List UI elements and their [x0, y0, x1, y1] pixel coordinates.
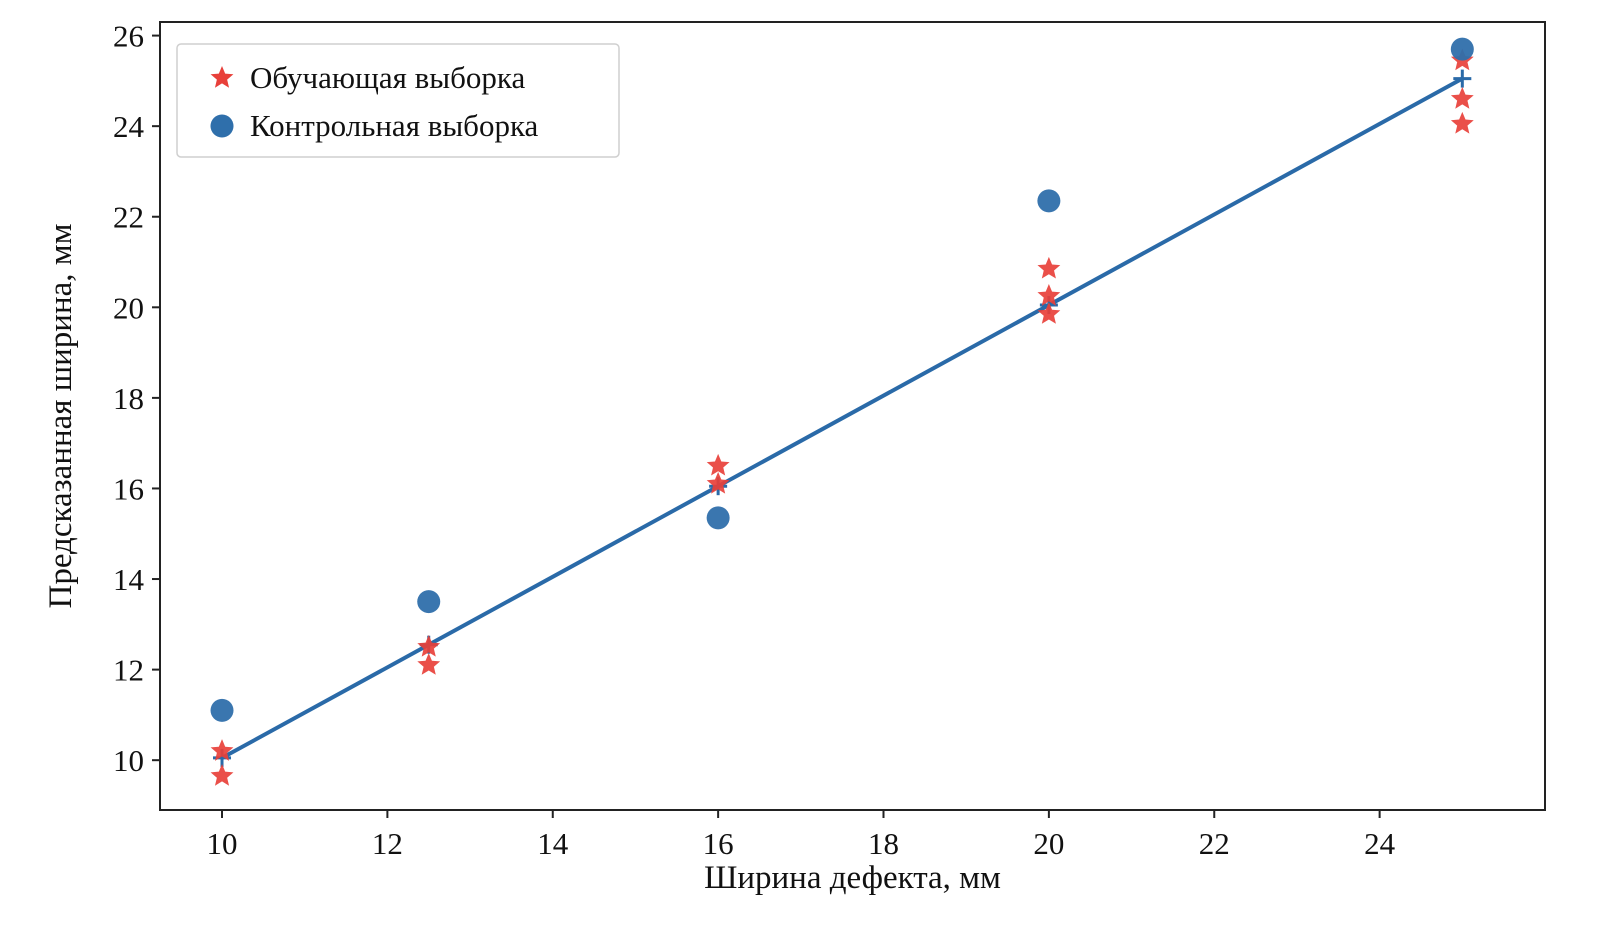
y-axis-title: Предсказанная ширина, мм	[43, 223, 79, 608]
y-axis: 10 12 14 16 18 20 22 24 26	[113, 19, 160, 778]
x-tick-label: 16	[703, 826, 734, 861]
training-point	[706, 453, 730, 476]
control-point	[706, 506, 730, 530]
control-point	[1450, 37, 1474, 61]
y-tick-label: 22	[113, 200, 144, 235]
x-tick-label: 20	[1033, 826, 1064, 861]
legend-label: Контрольная выборка	[250, 108, 539, 143]
plot-area	[210, 37, 1474, 786]
control-point	[417, 590, 441, 614]
training-point	[417, 653, 441, 675]
x-tick-label: 12	[372, 826, 403, 861]
y-tick-label: 24	[113, 109, 145, 144]
y-tick-label: 16	[113, 471, 144, 506]
legend-box	[176, 43, 620, 158]
legend-star-icon	[210, 66, 234, 88]
training-point	[1037, 256, 1061, 279]
x-axis: 10 12 14 16 18 20 22 24	[207, 810, 1396, 861]
x-axis-title: Ширина дефекта, мм	[704, 860, 1001, 896]
y-tick-label: 20	[113, 290, 144, 325]
x-tick-label: 10	[207, 826, 238, 861]
training-point	[417, 634, 441, 657]
x-tick-label: 14	[537, 826, 569, 861]
training-point	[1037, 283, 1061, 306]
legend: Обучающая выборка Контрольная выборка	[176, 43, 620, 158]
control-point	[210, 698, 234, 722]
training-point	[1450, 86, 1474, 109]
training-point	[706, 471, 730, 494]
training-point	[210, 739, 234, 761]
training-point	[1037, 302, 1061, 324]
y-tick-label: 10	[113, 743, 144, 778]
axes-frame	[159, 21, 1546, 811]
x-tick-label: 18	[868, 826, 899, 861]
training-point	[210, 764, 234, 786]
regression-line	[220, 76, 1465, 760]
legend-circle-icon	[210, 114, 234, 138]
legend-label: Обучающая выборка	[250, 60, 525, 95]
fit-marker	[1453, 69, 1472, 88]
control-point	[1037, 189, 1061, 213]
y-tick-label: 18	[113, 381, 144, 416]
x-tick-label: 22	[1199, 826, 1230, 861]
y-tick-label: 12	[113, 653, 144, 688]
training-point	[1450, 111, 1474, 134]
y-tick-label: 26	[113, 19, 144, 54]
x-tick-label: 24	[1364, 826, 1396, 861]
y-tick-label: 14	[113, 562, 145, 597]
